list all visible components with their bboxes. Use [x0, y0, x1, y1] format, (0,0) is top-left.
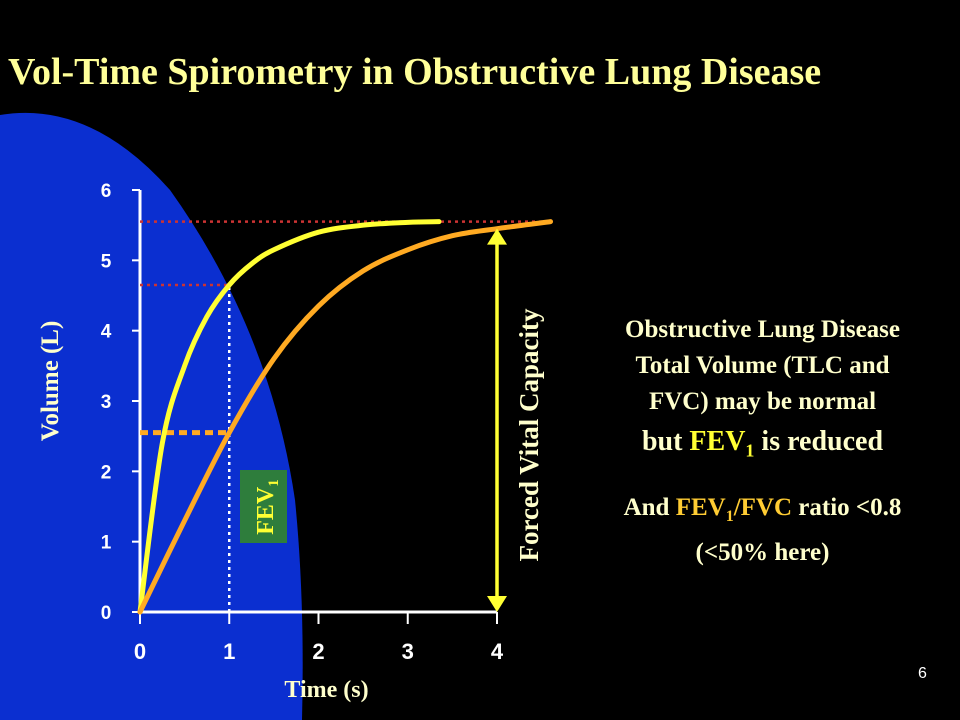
y-axis-label: Volume (L) [37, 321, 64, 442]
background-blue-shape [0, 112, 303, 720]
fvc-arrow-head-top [487, 228, 507, 245]
x-tick-label: 2 [312, 639, 324, 664]
fvc-arrow-head-bottom [487, 596, 507, 612]
series-line-1 [137, 219, 442, 615]
y-tick-label: 0 [101, 603, 112, 624]
y-tick-label: 6 [101, 181, 112, 202]
fvc-label: Forced Vital Capacity [514, 308, 544, 561]
ratio-suffix: ratio <0.8 [792, 494, 902, 521]
x-axis-label: Time (s) [284, 677, 368, 703]
ratio-line-2: (<50% here) [695, 539, 830, 566]
reduced-suffix: is reduced [754, 426, 884, 457]
ratio-sub: 1 [725, 508, 734, 525]
ratio-term2: /FVC [733, 494, 793, 521]
x-tick-label: 0 [134, 639, 146, 664]
note-line-2: Total Volume (TLC and [635, 352, 890, 379]
y-tick-label: 5 [101, 251, 112, 272]
fev1-label: FEV1 [253, 479, 282, 535]
y-tick-label: 4 [101, 322, 112, 343]
x-tick-label: 3 [402, 639, 414, 664]
y-tick-label: 1 [101, 533, 112, 554]
slide-number: 6 [918, 665, 927, 682]
y-tick-label: 3 [101, 392, 112, 413]
y-tick-label: 2 [101, 462, 112, 483]
ratio-line-1: And FEV1/FVC ratio <0.8 [570, 490, 955, 535]
ratio-term: FEV [675, 494, 726, 521]
ratio-prefix: And [623, 494, 676, 521]
x-tick-label: 4 [491, 639, 504, 664]
x-tick-label: 1 [223, 639, 235, 664]
note-ratio: And FEV1/FVC ratio <0.8 (<50% here) [570, 490, 955, 571]
series-line-2 [137, 219, 554, 615]
fev1-label-box [240, 470, 287, 543]
volume-time-chart: 0 1 2 3 4 5 6 0 1 2 3 4 Time (s) Volume (L) FEV1 Forced… [37, 181, 554, 703]
note-fev1-reduced: but FEV1 is reduced [570, 426, 955, 462]
note-line-3: FVC) may be normal [648, 388, 877, 415]
note-line-1: Obstructive Lung Disease [625, 316, 900, 343]
reduced-sub: 1 [745, 440, 755, 461]
slide-title: Vol-Time Spirometry in Obstructive Lung … [8, 51, 822, 93]
reduced-term: FEV [689, 426, 746, 457]
note-obstructive-text: Obstructive Lung Disease Total Volume (T… [570, 312, 955, 420]
reduced-prefix: but [641, 426, 690, 457]
